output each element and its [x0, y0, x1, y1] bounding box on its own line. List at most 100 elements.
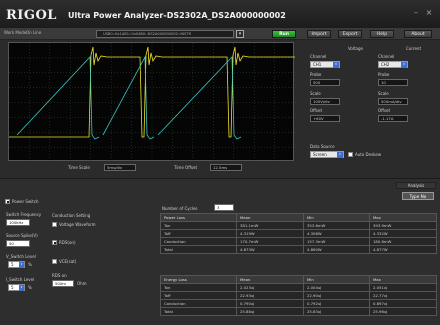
channel-settings-panel: Voltage Current Channel Channel CH1 ▾ CH2… [300, 42, 436, 174]
chevron-down-icon: ▾ [333, 62, 339, 68]
table-cell: 25.96uJ [369, 307, 437, 316]
column-header: Mean [236, 275, 304, 284]
device-dropdown-icon[interactable]: ▾ [236, 30, 244, 38]
table-row: Total 4.873W 4.860W 4.877W [160, 245, 437, 254]
time-scale-label: Time Scale [68, 165, 90, 170]
auto-deskew-checkbox[interactable] [348, 152, 353, 157]
table-row: Ton 381.1mW 353.6mW 393.9mW [160, 221, 437, 230]
table-cell: 170.7mW [236, 237, 304, 246]
chevron-down-icon: ▾ [401, 62, 407, 68]
window-title: Ultra Power Analyzer-DS2302A_DS2A0000000… [68, 11, 286, 20]
cycles-field[interactable]: 3 [214, 204, 234, 211]
table-cell: 0.790uJ [236, 299, 304, 308]
table-cell: 353.6mW [303, 221, 370, 230]
cycles-label: Number of Cycles [162, 206, 198, 211]
table-cell: Total [160, 307, 237, 316]
current-offset-label: Offset [378, 108, 391, 113]
table-header-row: Energy Loss Mean Min Max [160, 275, 437, 284]
analysis-button[interactable]: Analysis [396, 182, 436, 189]
work-mode-value[interactable]: On Line [26, 30, 42, 35]
voltage-channel-value: CH1 [313, 62, 322, 67]
data-source-value: Screen [313, 152, 327, 157]
power-switch-checkbox[interactable] [5, 199, 10, 204]
time-scale-field[interactable]: 5ms/div [104, 164, 136, 171]
table-cell: Conduction [160, 237, 237, 246]
table-cell: Ton [160, 283, 237, 292]
work-mode-label: Work Mode [4, 30, 27, 35]
voltage-waveform-checkbox[interactable] [52, 222, 57, 227]
table-cell: Conduction [160, 299, 237, 308]
help-button[interactable]: Help [370, 30, 394, 38]
i-switch-level-stepper[interactable]: 5 ▾ [8, 284, 25, 291]
waveform-grid [9, 43, 295, 162]
rds-unit: Ohm [77, 281, 87, 286]
voltage-offset-label: Offset [310, 108, 323, 113]
voltage-channel-select[interactable]: CH1 ▾ [310, 61, 340, 68]
v-switch-unit: % [28, 262, 32, 267]
current-trace [16, 55, 242, 140]
table-row: Toff 22.93uJ 22.90uJ 22.77uJ [160, 291, 437, 300]
voltage-offset-field[interactable]: +60V [310, 115, 340, 122]
current-channel-value: CH2 [381, 62, 390, 67]
switch-frequency-field[interactable]: 100kHz [6, 219, 30, 226]
energy-loss-table: Energy Loss Mean Min Max Ton 2.023uJ 2.004uJ 2.… [160, 275, 437, 316]
column-header: Energy Loss [160, 275, 237, 284]
voltage-scale-label: Scale [310, 91, 321, 96]
run-button[interactable]: Run [272, 30, 296, 38]
rds-value-field[interactable]: 500m [52, 280, 74, 287]
switch-frequency-label: Switch Frequency [6, 212, 42, 217]
table-cell: 381.1mW [236, 221, 304, 230]
current-header: Current [406, 46, 422, 51]
rds-value-label: RDS on [52, 273, 67, 278]
table-cell: 2.004uJ [303, 283, 370, 292]
time-offset-field[interactable]: 12.5ms [210, 164, 242, 171]
rds-on-label: RDS(on) [59, 240, 76, 245]
table-cell: 25.83uJ [303, 307, 370, 316]
type-no-button[interactable]: Type No [402, 192, 434, 200]
import-button[interactable]: Import [307, 30, 331, 38]
voltage-channel-label: Channel [310, 54, 327, 59]
column-header: Min [303, 275, 370, 284]
time-offset-label: Time Offset [174, 165, 198, 170]
spin-arrow-icon[interactable]: ▾ [19, 262, 24, 268]
timebase-bar: Time Scale 5ms/div Time Offset 12.5ms [8, 162, 294, 174]
source-spike-field[interactable]: 50 [6, 240, 30, 247]
i-switch-level-value: 5 [11, 285, 14, 290]
minimize-icon[interactable]: – [414, 8, 418, 17]
voltage-waveform-label: Voltage Waveform [59, 222, 96, 227]
waveform-display[interactable] [8, 42, 295, 162]
vce-sat-checkbox[interactable] [52, 259, 57, 264]
i-switch-unit: % [28, 285, 32, 290]
current-channel-select[interactable]: CH2 ▾ [378, 61, 408, 68]
close-icon[interactable]: × [425, 8, 433, 17]
voltage-probe-field[interactable]: 500 [310, 79, 340, 86]
table-cell: 22.93uJ [236, 291, 304, 300]
table-cell: 22.77uJ [369, 291, 437, 300]
current-scale-field[interactable]: 500mA/div [378, 98, 408, 105]
data-source-select[interactable]: Screen ▾ [310, 151, 344, 158]
waveform-canvas [9, 43, 295, 162]
rds-on-checkbox[interactable] [52, 240, 57, 245]
spin-arrow-icon[interactable]: ▾ [19, 285, 24, 291]
current-offset-field[interactable]: -1.17A [378, 115, 408, 122]
current-probe-label: Probe [378, 72, 390, 77]
v-switch-level-stepper[interactable]: 5 ▾ [8, 261, 25, 268]
about-button[interactable]: About [404, 30, 432, 38]
export-button[interactable]: Export [338, 30, 362, 38]
waveform-traces [9, 46, 295, 140]
chevron-down-icon: ▾ [337, 152, 343, 158]
power-loss-table: Power Loss Mean Min Max Ton 381.1mW 353.6mW 393… [160, 213, 437, 254]
vce-sat-label: VCE(sat) [59, 259, 77, 264]
device-address-field[interactable]: USB0::0x1AB1::0x04B0::DS2A000000002::INS… [96, 30, 234, 38]
voltage-scale-field[interactable]: 100V/div [310, 98, 340, 105]
current-probe-field[interactable]: 10 [378, 79, 408, 86]
current-scale-label: Scale [378, 91, 389, 96]
table-cell: 0.792uJ [303, 299, 370, 308]
table-cell: Toff [160, 229, 237, 238]
voltage-header: Voltage [348, 46, 364, 51]
table-cell: 4.332W [369, 229, 437, 238]
table-cell: 4.873W [236, 245, 304, 254]
table-cell: Toff [160, 291, 237, 300]
column-header: Mean [236, 213, 304, 222]
v-switch-level-value: 5 [11, 262, 14, 267]
